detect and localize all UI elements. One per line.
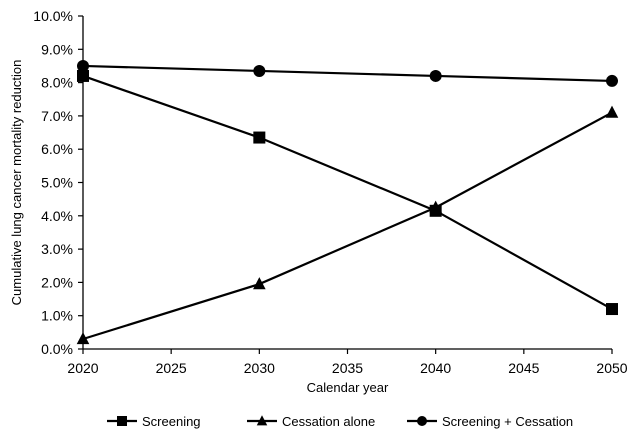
data-point xyxy=(253,64,266,77)
x-tick-label: 2030 xyxy=(244,360,275,376)
y-tick-label: 3.0% xyxy=(41,241,73,257)
y-tick-label: 6.0% xyxy=(41,141,73,157)
y-tick-label: 1.0% xyxy=(41,308,73,324)
data-point xyxy=(77,69,89,82)
legend: Screening Cessation alone Screening + Cess… xyxy=(107,414,573,429)
series-square xyxy=(77,69,618,316)
series-layer xyxy=(76,59,619,345)
x-tick-label: 2050 xyxy=(596,360,627,376)
y-tick-label: 2.0% xyxy=(41,274,73,290)
data-point xyxy=(606,303,618,316)
y-axis-title: Cumulative lung cancer mortality reducti… xyxy=(9,60,24,306)
y-tick-label: 8.0% xyxy=(41,75,73,91)
y-tick-label: 7.0% xyxy=(41,108,73,124)
data-point xyxy=(429,200,442,213)
legend-label: Screening + Cessation xyxy=(442,414,573,429)
data-point xyxy=(76,332,90,345)
y-tick-label: 10.0% xyxy=(33,8,73,24)
ticks: 0.0% 1.0% 2.0% 3.0% 4.0% 5.0% 6.0% 7.0% 8.0% 9.0%… xyxy=(33,8,627,376)
series-circle xyxy=(77,59,618,87)
x-tick-label: 2020 xyxy=(67,360,98,376)
x-tick-label: 2040 xyxy=(420,360,451,376)
legend-item: Cessation alone xyxy=(247,414,375,429)
series-line xyxy=(82,74,613,311)
y-tick-label: 4.0% xyxy=(41,208,73,224)
data-point xyxy=(253,131,266,144)
legend-marker xyxy=(256,415,268,426)
data-point xyxy=(77,59,89,72)
y-tick-label: 0.0% xyxy=(41,341,73,357)
y-tick-label: 9.0% xyxy=(41,41,73,57)
data-point xyxy=(429,69,442,82)
legend-marker xyxy=(417,416,427,426)
y-tick-label: 5.0% xyxy=(41,175,73,191)
x-tick-label: 2025 xyxy=(156,360,187,376)
legend-marker xyxy=(117,416,127,426)
series-triangle xyxy=(76,105,619,345)
axes xyxy=(82,16,612,350)
data-point xyxy=(606,74,618,87)
x-tick-label: 2035 xyxy=(332,360,363,376)
legend-label: Cessation alone xyxy=(282,414,375,429)
x-axis-title: Calendar year xyxy=(307,380,389,395)
data-point xyxy=(253,277,266,290)
data-point xyxy=(605,105,619,118)
series-line xyxy=(82,64,613,83)
legend-item: Screening + Cessation xyxy=(407,414,573,429)
legend-label: Screening xyxy=(142,414,201,429)
legend-item: Screening xyxy=(107,414,201,429)
series-line xyxy=(82,111,613,341)
x-tick-label: 2045 xyxy=(508,360,539,376)
